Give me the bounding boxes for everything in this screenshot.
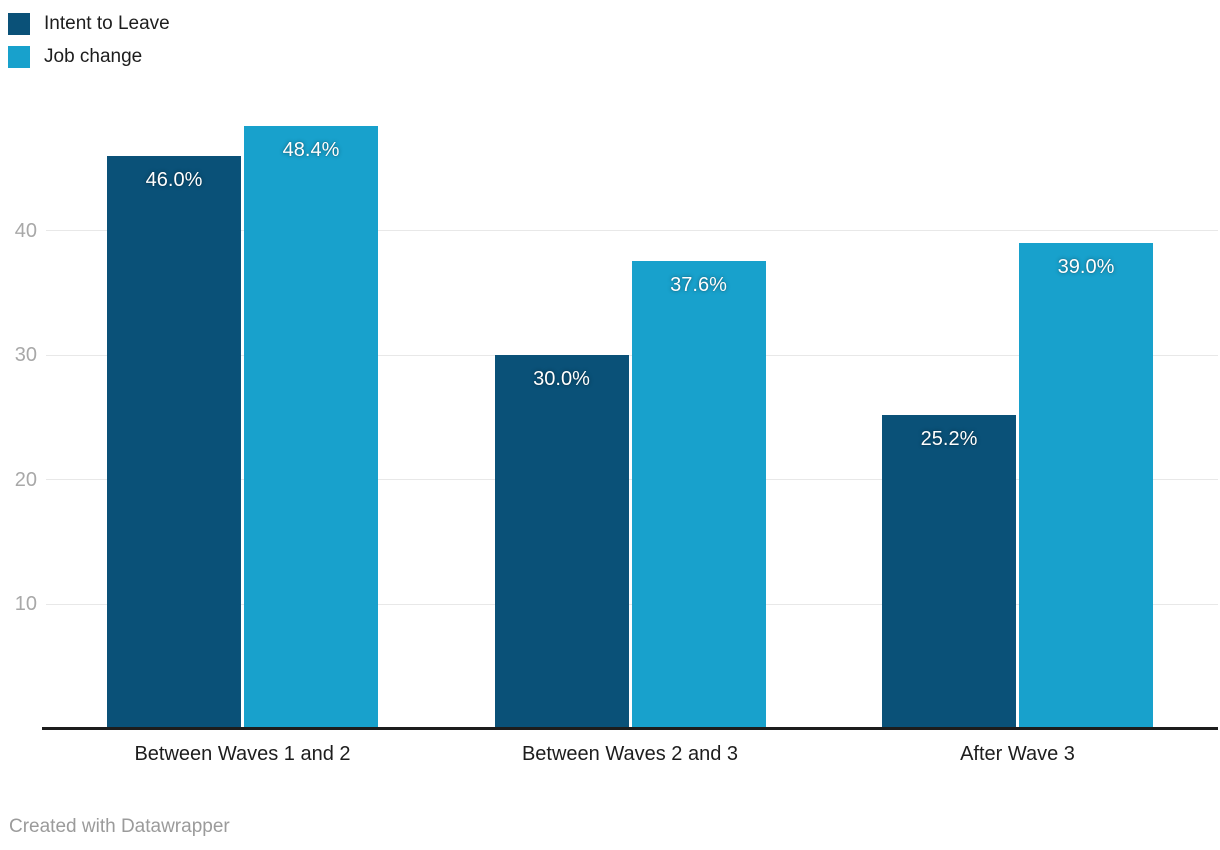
category-label: After Wave 3 [960, 743, 1075, 765]
legend-item-intent-to-leave: Intent to Leave [8, 13, 170, 35]
bar-job-change: 39.0% [1019, 243, 1153, 729]
legend-label-intent-to-leave: Intent to Leave [44, 13, 170, 34]
bar-job-change: 48.4% [244, 125, 378, 729]
bar-value-label: 30.0% [533, 368, 590, 391]
category-label: Between Waves 2 and 3 [521, 743, 739, 765]
x-axis-line [42, 727, 1218, 730]
y-tick-label: 40 [14, 219, 37, 242]
legend-swatch-job-change [8, 46, 30, 68]
bar-value-label: 37.6% [670, 273, 727, 296]
legend-label-job-change: Job change [44, 46, 143, 67]
y-tick-label: 10 [14, 593, 37, 616]
bar-value-label: 25.2% [920, 428, 978, 450]
category-label: Between Waves 1 and 2 [134, 743, 351, 765]
legend-item-job-change: Job change [8, 46, 170, 68]
bar-intent-to-leave: 46.0% [107, 155, 241, 729]
bar-intent-to-leave: 30.0% [494, 355, 629, 729]
bar-value-label: 39.0% [1057, 256, 1115, 279]
y-tick-label: 20 [14, 468, 37, 491]
bar-intent-to-leave: 25.2% [882, 415, 1016, 729]
y-tick-label: 30 [14, 344, 37, 367]
bar-value-label: 48.4% [282, 138, 340, 161]
y-gridline [46, 230, 1218, 232]
legend-swatch-intent-to-leave [8, 13, 30, 35]
bar-job-change: 37.6% [631, 260, 766, 729]
bar-value-label: 46.0% [145, 168, 203, 191]
footer-credit: Created with Datawrapper [9, 816, 230, 837]
legend: Intent to Leave Job change [8, 13, 170, 79]
